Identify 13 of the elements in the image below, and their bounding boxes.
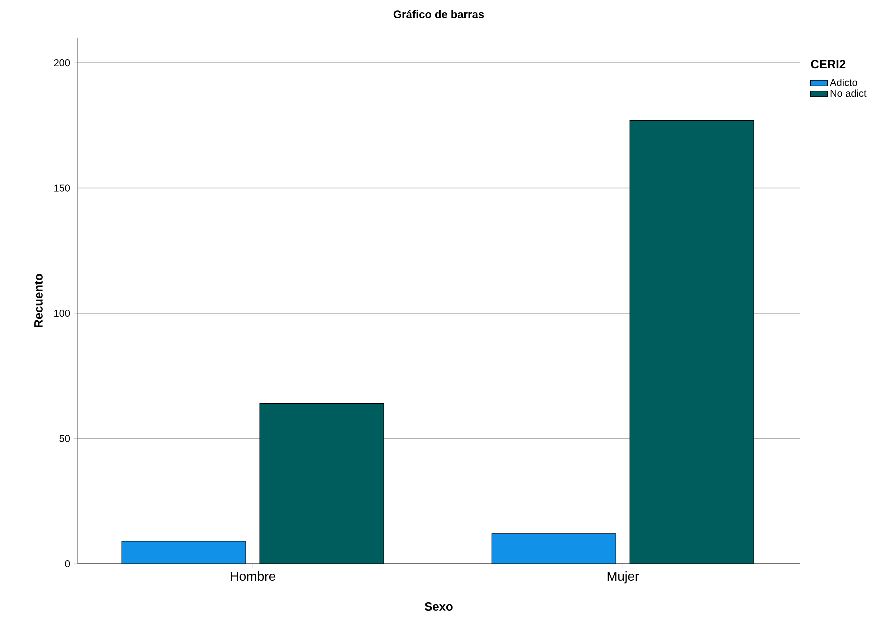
x-axis-title: Sexo (425, 602, 453, 611)
y-tick-label: 50 (60, 435, 70, 442)
x-tick-label: Mujer (608, 572, 640, 584)
y-tick-label: 100 (54, 310, 70, 318)
y-tick-label: 200 (54, 60, 70, 67)
legend-title: CERI2 (811, 60, 846, 69)
x-tick-label: Hombre (230, 572, 276, 582)
y-axis-title: Recuento (34, 274, 43, 328)
y-tick-label: 150 (54, 184, 70, 192)
y-tick-label: 0 (65, 560, 70, 568)
legend-label: No adict (830, 90, 867, 98)
legend-label: Adicto (830, 79, 858, 86)
chart-title: Gráfico de barras (394, 10, 484, 18)
